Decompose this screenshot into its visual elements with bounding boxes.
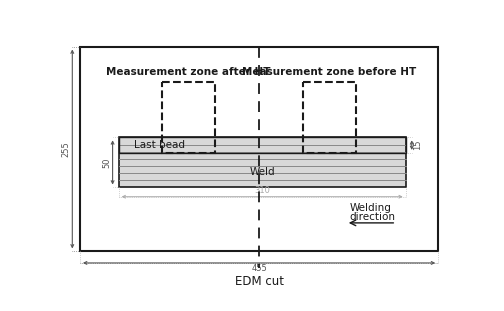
- Bar: [80, 47, 438, 251]
- Text: 455: 455: [251, 264, 267, 273]
- Text: 15: 15: [413, 140, 422, 151]
- Text: Weld: Weld: [249, 167, 275, 177]
- Text: direction: direction: [350, 212, 396, 222]
- Bar: [162, 82, 215, 153]
- Bar: [119, 137, 406, 153]
- Text: EDM cut: EDM cut: [234, 275, 284, 288]
- Text: Last bead: Last bead: [134, 140, 185, 150]
- Text: Measurement zone after HT: Measurement zone after HT: [106, 67, 271, 77]
- Text: Welding: Welding: [350, 203, 392, 213]
- Text: 310: 310: [254, 186, 270, 195]
- Bar: [119, 137, 406, 188]
- Bar: [303, 82, 356, 153]
- Text: 50: 50: [102, 157, 111, 168]
- Text: Measurement zone before HT: Measurement zone before HT: [242, 67, 417, 77]
- Text: 255: 255: [62, 141, 71, 157]
